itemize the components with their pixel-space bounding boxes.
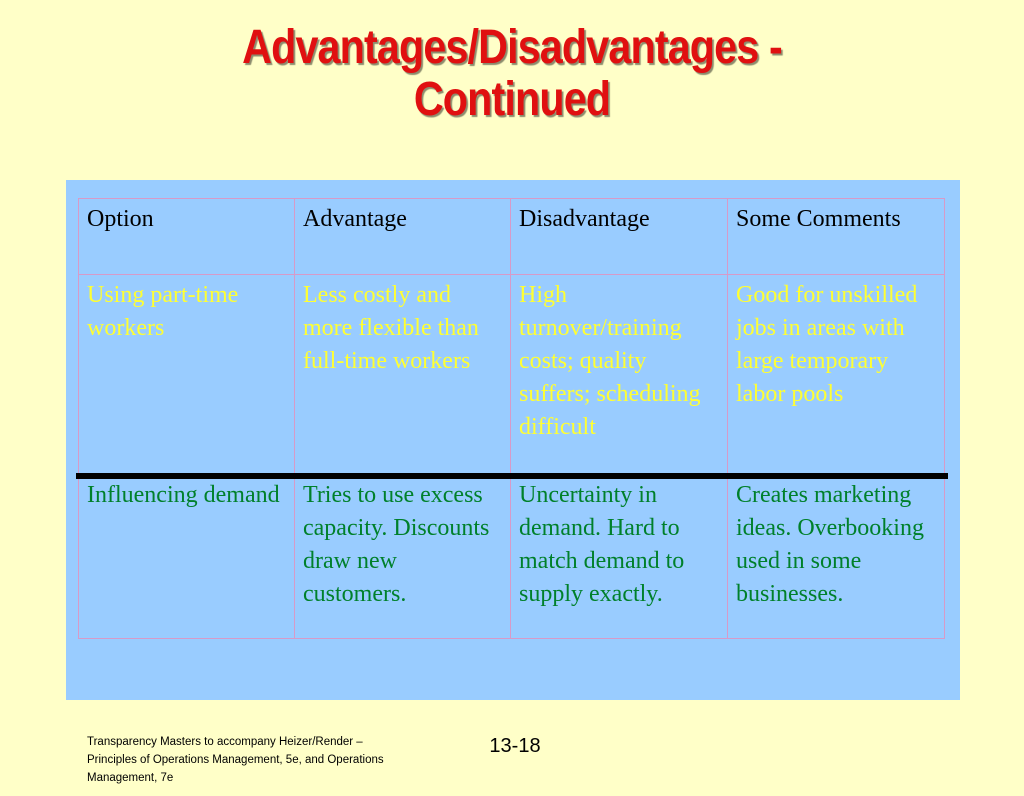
page-number: 13-18 (489, 735, 541, 757)
cell-disadvantage: High turnover/training costs; quality su… (510, 274, 728, 475)
table-panel: Option Advantage Disadvantage Some Comme… (66, 180, 960, 700)
table-row-influencing-demand: Influencing demand Tries to use excess c… (78, 475, 945, 639)
footer-note: Transparency Masters to accompany Heizer… (87, 736, 384, 784)
slide-title: Advantages/Disadvantages - Continued (72, 22, 953, 126)
header-some-comments: Some Comments (727, 198, 945, 275)
cell-option: Using part-time workers (78, 274, 295, 475)
cell-comments: Good for unskilled jobs in areas with la… (727, 274, 945, 475)
header-option: Option (78, 198, 295, 275)
cell-option: Influencing demand (78, 475, 295, 639)
header-disadvantage: Disadvantage (510, 198, 728, 275)
slide-title-line-1: Advantages/Disadvantages - (242, 21, 783, 74)
table-header-row: Option Advantage Disadvantage Some Comme… (78, 198, 945, 275)
cell-advantage: Less costly and more flexible than full-… (294, 274, 511, 475)
cell-disadvantage: Uncertainty in demand. Hard to match dem… (510, 475, 728, 639)
comparison-table: Option Advantage Disadvantage Some Comme… (78, 198, 945, 639)
cell-advantage: Tries to use excess capacity. Discounts … (294, 475, 511, 639)
slide-title-line-2: Continued (413, 73, 611, 126)
table-row-part-time-workers: Using part-time workers Less costly and … (78, 274, 945, 475)
row-divider (76, 473, 948, 479)
cell-comments: Creates marketing ideas. Overbooking use… (727, 475, 945, 639)
header-advantage: Advantage (294, 198, 511, 275)
